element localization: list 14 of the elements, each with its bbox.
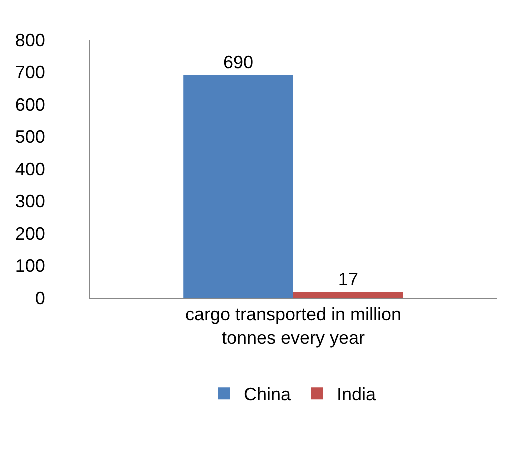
y-tick-label: 100 — [15, 256, 46, 276]
legend-label: India — [337, 384, 378, 405]
y-tick-label: 700 — [15, 62, 46, 83]
y-tick-label: 200 — [15, 224, 46, 244]
y-tick-label: 800 — [15, 30, 46, 50]
legend-label: China — [244, 384, 292, 405]
y-tick-label: 400 — [15, 159, 46, 180]
data-label: 17 — [338, 270, 358, 290]
y-tick-label: 600 — [15, 94, 46, 115]
y-tick-label: 0 — [35, 288, 46, 308]
y-tick-label: 300 — [15, 192, 46, 212]
x-tick-label: cargo transported in million tonnes every year — [185, 304, 402, 348]
y-tick-label: 500 — [15, 127, 46, 148]
data-label: 690 — [224, 52, 254, 72]
